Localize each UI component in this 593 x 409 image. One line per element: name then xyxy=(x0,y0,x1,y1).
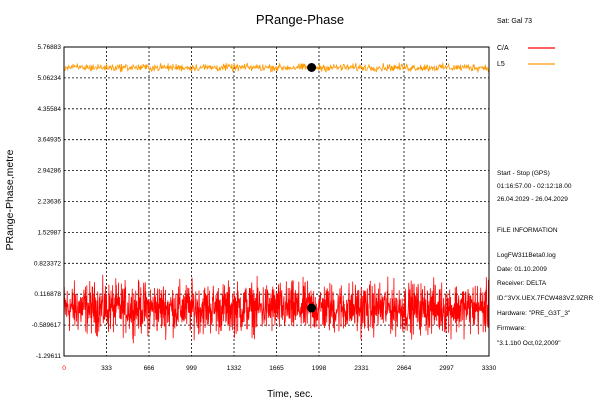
y-tick-label: -0.589617 xyxy=(32,322,62,329)
start-stop-title: Start - Stop (GPS) xyxy=(497,170,550,177)
legend-label: C/A xyxy=(497,45,509,52)
x-tick-label: 2331 xyxy=(354,365,369,372)
y-tick-label: 0.823372 xyxy=(34,260,61,267)
legend-label: L5 xyxy=(497,61,505,68)
firmware-version: "3.1.1b0 Oct,02,2009" xyxy=(497,340,561,347)
y-tick-label: 5.06234 xyxy=(38,75,62,82)
x-tick-label: 666 xyxy=(144,365,155,372)
firmware-title: Firmware: xyxy=(497,325,526,332)
x-tick-label: 333 xyxy=(101,365,112,372)
y-tick-label: 2.23636 xyxy=(38,199,62,206)
y-tick-label: 1.52987 xyxy=(38,229,62,236)
x-tick-label: 999 xyxy=(186,365,197,372)
x-tick-label: 2664 xyxy=(397,365,412,372)
x-tick-label: 2997 xyxy=(439,365,454,372)
series-marker xyxy=(307,63,317,73)
series-line-ca xyxy=(63,274,490,344)
y-axis-label: PRange-Phase,metre xyxy=(4,149,16,250)
y-tick-label: 5.76883 xyxy=(38,44,62,51)
y-tick-label: 2.94286 xyxy=(38,168,62,175)
hardware: Hardware: "PRE_G3T_3" xyxy=(497,310,571,317)
file-info-title: FILE INFORMATION xyxy=(497,227,558,234)
x-tick-label: 1665 xyxy=(269,365,284,372)
series-markers xyxy=(307,63,317,313)
x-tick-labels: 0 333 666 999 1332 1665 1998 2331 2664 2997 3330 xyxy=(62,365,496,372)
chart-title: PRange-Phase xyxy=(256,12,344,27)
plot-frame xyxy=(63,46,490,357)
x-axis-label: Time, sec. xyxy=(267,389,313,400)
x-tick-label: 1332 xyxy=(227,365,242,372)
time-range: 01:16:57.00 - 02:12:18.00 xyxy=(497,183,572,190)
y-tick-label: 3.64935 xyxy=(38,137,62,144)
legend: C/A L5 xyxy=(497,45,555,68)
series-layer xyxy=(63,62,490,344)
y-tick-labels: 5.76883 5.06234 4.35584 3.64935 2.94286 2.236… xyxy=(32,44,62,360)
file-date: Date: 01.10.2009 xyxy=(497,266,547,273)
y-tick-label: 0.116878 xyxy=(34,291,61,298)
y-tick-label: 4.35584 xyxy=(38,106,62,113)
log-file: LogFW311Beta0.log xyxy=(497,252,556,259)
x-tick-label: 0 xyxy=(62,365,66,372)
series-marker xyxy=(307,303,317,313)
y-tick-label: -1.29611 xyxy=(36,353,62,360)
receiver: Receiver: DELTA xyxy=(497,280,547,287)
x-tick-label: 3330 xyxy=(482,365,497,372)
date-range: 26.04.2029 - 26.04.2029 xyxy=(497,196,568,203)
series-line-l5 xyxy=(63,62,490,74)
receiver-id: ID:"3VX.UEX.7FCW483VZ.9ZRR9CC xyxy=(497,295,593,302)
sat-label: Sat: Gal 73 xyxy=(497,18,532,25)
x-tick-label: 1998 xyxy=(312,365,327,372)
